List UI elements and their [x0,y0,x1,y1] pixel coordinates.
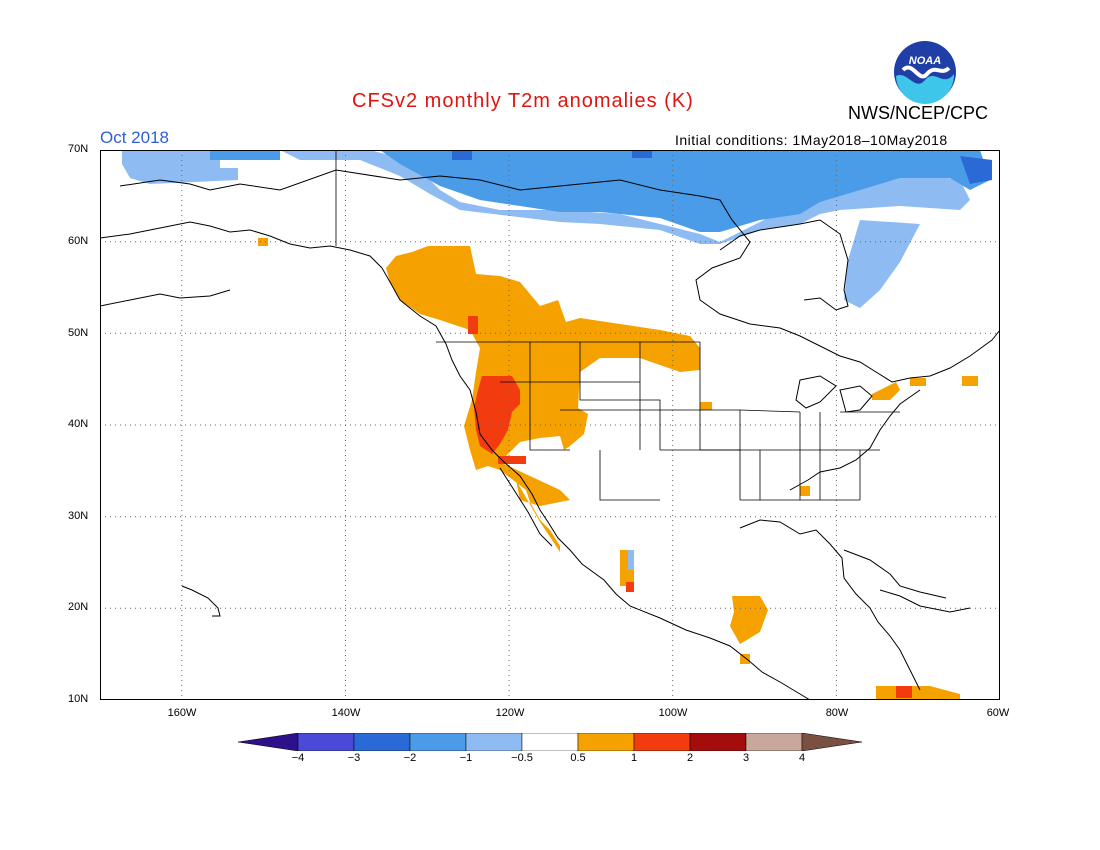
lon-label-120w: 120W [495,707,525,719]
lat-label-70: 70N [68,143,89,155]
arctic-cold-anomaly [122,150,970,308]
colorbar-label-2: 2 [686,752,694,764]
lat-label-30: 30N [68,510,89,522]
chart-title: CFSv2 monthly T2m anomalies (K) [352,90,694,112]
noaa-logo-text: NOAA [909,55,941,67]
colorbar-label-4: 4 [798,752,806,764]
california-hot-anomaly [468,316,912,698]
month-label: Oct 2018 [100,128,169,147]
lat-lon-grid [100,150,1000,700]
colorbar-label-neg2: −2 [403,752,417,764]
lon-label-160w: 160W [167,707,197,719]
colorbar-label-neg1: −1 [459,752,473,764]
lon-label-140w: 140W [331,707,361,719]
lon-label-60w: 60W [986,707,1010,719]
colorbar-label-neg05: −0.5 [511,752,533,764]
noaa-logo: NOAA [894,41,956,104]
anomaly-map [100,150,1000,700]
lon-label-80w: 80W [825,707,849,719]
initial-conditions-label: Initial conditions: 1May2018–10May2018 [675,132,948,148]
coastlines [100,169,1000,700]
colorbar [238,733,862,751]
lat-label-20: 20N [68,601,89,613]
colorbar-label-neg4: −4 [291,752,305,764]
colorbar-label-1: 1 [630,752,638,764]
lat-label-40: 40N [68,418,89,430]
lat-label-60: 60N [68,235,89,247]
colorbar-label-neg3: −3 [347,752,361,764]
mexico-cool-spot [628,550,634,570]
lat-label-50: 50N [68,327,89,339]
arctic-colder-anomaly [210,150,992,232]
lat-label-10: 10N [68,693,89,705]
lon-label-100w: 100W [658,707,688,719]
agency-label: NWS/NCEP/CPC [848,103,989,123]
colorbar-label-3: 3 [742,752,750,764]
colorbar-label-05: 0.5 [570,752,586,764]
state-borders [335,150,900,501]
